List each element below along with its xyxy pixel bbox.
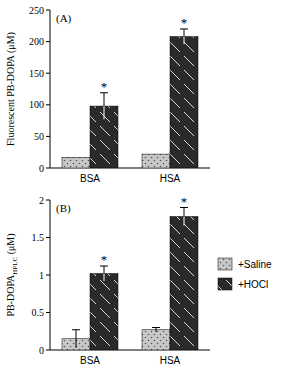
error-line-lower bbox=[76, 339, 77, 348]
chart: 0 50 100 150 200 250 Fluorescent PB-DOPA (μM) (… bbox=[5, 5, 210, 185]
y-axis-label: Fluorescent PB-DOPA (μM) bbox=[5, 32, 17, 146]
error-line-lower bbox=[104, 106, 105, 119]
significance-mark: * bbox=[181, 15, 188, 30]
bar bbox=[142, 154, 170, 168]
y-tick bbox=[46, 41, 50, 42]
error-line bbox=[184, 29, 185, 37]
y-tick bbox=[46, 168, 50, 169]
x-tick-label: BSA bbox=[80, 355, 100, 366]
significance-mark: * bbox=[101, 79, 108, 94]
y-axis-label: PB-DOPAHPLC (μM) bbox=[5, 233, 19, 316]
x-tick-label: HSA bbox=[160, 173, 181, 184]
error-bar bbox=[180, 29, 188, 44]
legend-swatch bbox=[218, 258, 232, 270]
x-tick-label: BSA bbox=[80, 173, 100, 184]
panel-label: (B) bbox=[56, 202, 71, 215]
y-axis bbox=[50, 200, 51, 350]
y-tick-label: 250 bbox=[29, 5, 44, 16]
legend-swatch bbox=[218, 278, 232, 290]
y-tick-label: 0 bbox=[39, 345, 44, 356]
error-bar bbox=[72, 330, 80, 348]
bar bbox=[142, 330, 170, 350]
bar bbox=[62, 157, 90, 168]
y-tick-label: 200 bbox=[29, 36, 44, 47]
figure: 0 50 100 150 200 250 Fluorescent PB-DOPA (μM) (… bbox=[0, 0, 294, 381]
bar bbox=[62, 339, 90, 350]
error-bar bbox=[100, 93, 108, 120]
y-tick bbox=[46, 104, 50, 105]
bar bbox=[170, 37, 198, 168]
error-line bbox=[76, 330, 77, 339]
bars bbox=[62, 29, 198, 168]
y-axis-label-part: HPLC bbox=[11, 257, 19, 275]
x-tick-label: HSA bbox=[160, 355, 181, 366]
y-axis-label-part: PB-DOPA bbox=[5, 274, 16, 317]
y-tick-label: 50 bbox=[34, 131, 44, 142]
legend-label: +HOCl bbox=[238, 279, 268, 290]
bars bbox=[62, 208, 198, 351]
y-axis bbox=[50, 10, 51, 168]
error-line-lower bbox=[184, 217, 185, 226]
bar bbox=[90, 274, 118, 351]
y-tick-label: 1.5 bbox=[32, 232, 45, 243]
error-bar bbox=[152, 328, 160, 333]
y-tick-label: 2 bbox=[39, 195, 44, 206]
error-bar bbox=[180, 208, 188, 226]
y-tick-label: 0.5 bbox=[32, 307, 45, 318]
significance-mark: * bbox=[181, 194, 188, 209]
y-tick bbox=[46, 136, 50, 137]
bar bbox=[90, 106, 118, 168]
y-tick-label: 1 bbox=[39, 270, 44, 281]
significance-mark: * bbox=[101, 252, 108, 267]
error-line bbox=[104, 93, 105, 106]
error-line-lower bbox=[104, 274, 105, 282]
y-tick-label: 150 bbox=[29, 68, 44, 79]
legend-label: +Saline bbox=[238, 259, 272, 270]
y-tick bbox=[46, 312, 50, 313]
y-tick bbox=[46, 350, 50, 351]
y-tick bbox=[46, 10, 50, 11]
y-tick bbox=[46, 237, 50, 238]
y-axis-label-part: (μM) bbox=[5, 233, 17, 256]
y-tick bbox=[46, 200, 50, 201]
y-tick-label: 100 bbox=[29, 99, 44, 110]
bar bbox=[170, 217, 198, 351]
error-line-lower bbox=[156, 330, 157, 332]
error-cap bbox=[152, 327, 160, 328]
chart: 0 0.5 1 1.5 2 PB-DOPAHPLC (μM) (B) BSA HSA * * +Sal… bbox=[5, 194, 272, 367]
y-tick-label: 0 bbox=[39, 163, 44, 174]
error-line bbox=[104, 266, 105, 274]
error-line bbox=[184, 208, 185, 217]
panel-label: (A) bbox=[56, 12, 72, 25]
error-bar bbox=[100, 266, 108, 281]
y-tick bbox=[46, 275, 50, 276]
y-tick bbox=[46, 73, 50, 74]
error-cap bbox=[72, 329, 80, 330]
error-line-lower bbox=[184, 37, 185, 45]
